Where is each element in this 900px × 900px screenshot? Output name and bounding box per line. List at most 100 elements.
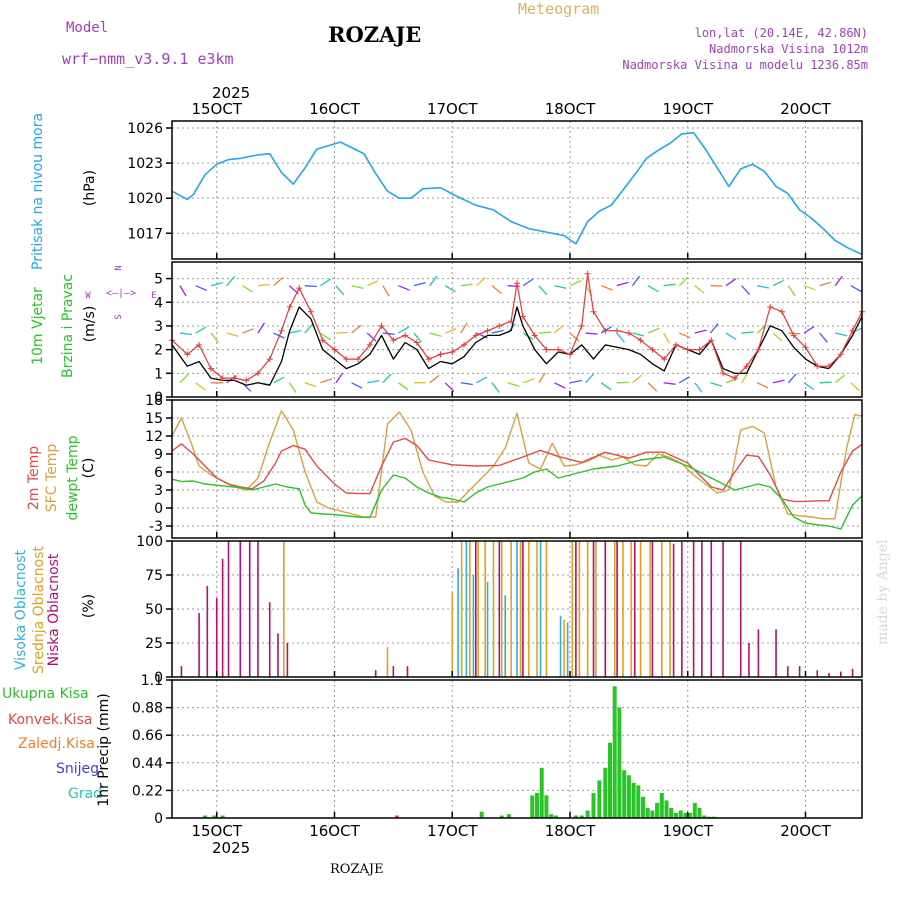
- precip-total-bar: [499, 815, 504, 818]
- wind-gust-marker: [286, 304, 293, 310]
- wind-arrow: [507, 382, 520, 387]
- wind-gust-marker: [425, 356, 432, 363]
- precip-total-bar: [591, 792, 596, 818]
- y-tick-label: 18: [145, 393, 163, 409]
- wind-arrow: [444, 382, 455, 392]
- wind-gust-marker: [278, 327, 285, 334]
- wind-arrow: [304, 285, 317, 288]
- wind-gust-marker: [449, 349, 456, 355]
- wind-arrow: [538, 372, 546, 384]
- wind-arrow: [413, 281, 426, 287]
- wind-arrow: [834, 374, 845, 384]
- wind-gust-marker: [614, 327, 621, 334]
- y-tick-label: 3: [154, 483, 163, 499]
- wind-arrow: [398, 382, 409, 391]
- wind-gust-marker: [343, 356, 350, 363]
- dewpoint-line: [171, 456, 863, 530]
- wind-arrow: [522, 278, 534, 287]
- x-tick-label-bottom: 20OCT: [780, 822, 831, 840]
- wind-gust-marker: [390, 337, 397, 344]
- wind-gust-marker: [366, 341, 373, 348]
- wind-arrow: [631, 374, 643, 384]
- wind-arrow: [709, 323, 719, 334]
- wind-arrow: [304, 382, 317, 388]
- wind-arrow: [366, 332, 377, 342]
- x-tick-label-top: 18OCT: [545, 100, 596, 118]
- wind-arrow: [678, 376, 690, 384]
- precip-legend-hail: Grad: [68, 786, 103, 802]
- svg-text:W: W: [85, 291, 91, 301]
- station-title: ROZAJE: [328, 22, 422, 47]
- precip-total-bar: [544, 795, 549, 818]
- y-tick-label: 0: [154, 390, 163, 406]
- wind-arrow: [741, 331, 754, 334]
- wind-arrow: [460, 283, 473, 287]
- wind-gust-marker: [531, 332, 538, 339]
- y-tick-label: 75: [145, 568, 163, 584]
- wind-arrow: [226, 275, 235, 287]
- wind-gust-marker: [519, 313, 526, 320]
- wind-arrow: [211, 282, 223, 287]
- y-tick-label: 1: [154, 366, 163, 382]
- wind-arrow: [179, 285, 187, 297]
- wind-gust-marker: [684, 346, 691, 353]
- wind-arrow: [694, 382, 703, 393]
- wind-gust-marker: [743, 363, 750, 370]
- wind-arrow: [460, 382, 473, 386]
- wind-arrow: [351, 382, 363, 389]
- precip-total-bar: [573, 815, 578, 818]
- wind-arrow: [694, 285, 705, 294]
- pressure-line: [171, 131, 863, 256]
- y-tick-label: -3: [149, 519, 163, 535]
- panel-frame: [171, 679, 863, 819]
- precip-total-bar: [622, 770, 627, 818]
- wind-arrow: [413, 332, 422, 343]
- wind-arrow: [741, 285, 751, 296]
- precip-legend-convective: Konvek.Kisa: [8, 712, 93, 728]
- precip-total-bar: [636, 785, 641, 818]
- wind-arrow: [835, 332, 848, 337]
- footer-station: ROZAJE: [330, 862, 384, 877]
- wind-arrow: [616, 281, 629, 287]
- wind-gust-marker: [296, 285, 303, 292]
- wind-gust-marker: [673, 341, 679, 348]
- precip-total-bar: [641, 796, 645, 818]
- wind-arrow: [398, 285, 410, 291]
- wind-arrow: [476, 376, 488, 384]
- wind-gust-marker: [255, 370, 261, 377]
- wind-arrow: [429, 332, 442, 337]
- wind-arrow: [320, 332, 331, 341]
- precip-total-bar: [585, 810, 590, 818]
- x-tick-label-bottom: 15OCT: [191, 822, 242, 840]
- wind-gust-marker: [331, 346, 338, 353]
- precip-total-bar: [617, 707, 622, 818]
- wind-gust-marker: [637, 337, 644, 344]
- wind-gust-line: [171, 273, 863, 381]
- wind-arrow: [242, 328, 254, 334]
- wind-arrow: [195, 326, 207, 334]
- wind-arrow: [600, 382, 612, 391]
- y-tick-label: 1026: [127, 121, 163, 137]
- wind-arrow: [585, 373, 595, 384]
- wind-arrow: [257, 283, 271, 287]
- temp-2m-line: [171, 437, 863, 503]
- y-tick-label: 0: [154, 501, 163, 517]
- wind-arrow: [491, 382, 500, 393]
- wind-arrow: [475, 277, 486, 287]
- x-tick-label-top: 15OCT: [191, 100, 242, 118]
- wind-gust-marker: [243, 377, 250, 384]
- sfc-temp-line: [171, 410, 863, 520]
- precip-total-bar: [669, 808, 674, 818]
- wind-speed-line: [171, 306, 863, 386]
- wind-arrow: [429, 275, 438, 287]
- wind-gust-marker: [602, 327, 609, 334]
- precip-total-bar: [553, 815, 558, 818]
- wind-gust-marker: [555, 346, 562, 353]
- wind-arrow: [663, 283, 676, 287]
- wind-arrow: [553, 324, 564, 334]
- wind-arrow: [382, 373, 392, 384]
- wind-gust-marker: [708, 337, 715, 344]
- wind-gust-marker: [355, 356, 361, 363]
- wind-arrow: [242, 285, 253, 293]
- precip-total-bar: [539, 767, 544, 818]
